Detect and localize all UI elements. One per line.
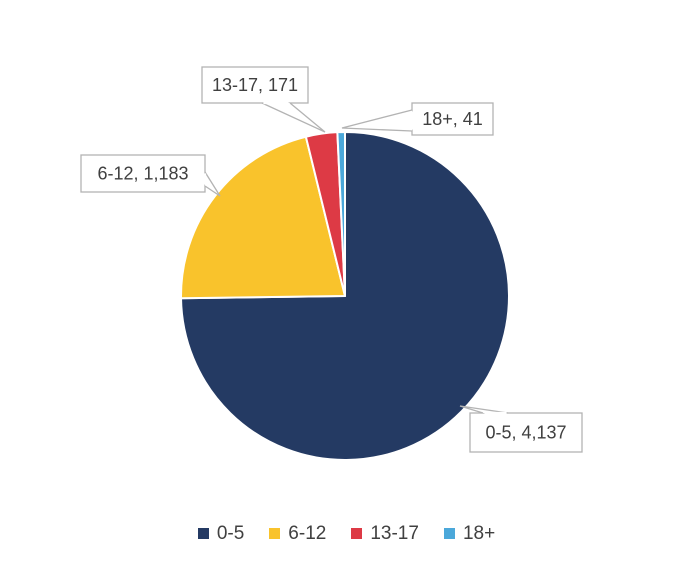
callout-label-13-17: 13-17, 171: [212, 75, 298, 95]
legend-label-0-5: 0-5: [216, 522, 245, 544]
legend-item-13-17: 13-17: [351, 521, 419, 545]
callout-label-6-12: 6-12, 1,183: [97, 164, 188, 184]
legend-item-18plus: 18+: [443, 521, 496, 545]
callout-0-5: 0-5, 4,137: [459, 405, 583, 453]
callout-box-6-12: [80, 154, 206, 193]
legend-swatch-0-5: [197, 527, 209, 539]
pie-slice-18plus: [336, 131, 346, 297]
callout-box-13-17: [201, 66, 309, 104]
pie-slice-6-12: [180, 135, 346, 300]
legend-label-18plus: 18+: [462, 522, 496, 544]
legend-swatch-6-12: [269, 527, 281, 539]
legend-label-13-17: 13-17: [370, 522, 419, 544]
legend: 0-5 6-12 13-17 18+: [0, 521, 693, 545]
legend-label-6-12: 6-12: [288, 522, 327, 544]
legend-item-6-12: 6-12: [269, 521, 326, 545]
pie-slice-0-5: [180, 131, 510, 461]
callout-pointer-18plus: [341, 109, 413, 132]
callout-pointer-6-12: [204, 171, 221, 197]
callout-pointer-13-17: [261, 102, 326, 133]
callout-13-17: 13-17, 171: [201, 66, 326, 133]
callout-18plus: 18+, 41: [341, 102, 494, 136]
legend-swatch-13-17: [351, 527, 363, 539]
callout-pointer-0-5: [459, 405, 509, 414]
callout-label-0-5: 0-5, 4,137: [485, 423, 566, 443]
callout-6-12: 6-12, 1,183: [80, 154, 221, 197]
callout-box-0-5: [469, 412, 583, 453]
legend-item-0-5: 0-5: [197, 521, 245, 545]
callout-label-18plus: 18+, 41: [422, 109, 483, 129]
legend-swatch-18plus: [443, 527, 455, 539]
